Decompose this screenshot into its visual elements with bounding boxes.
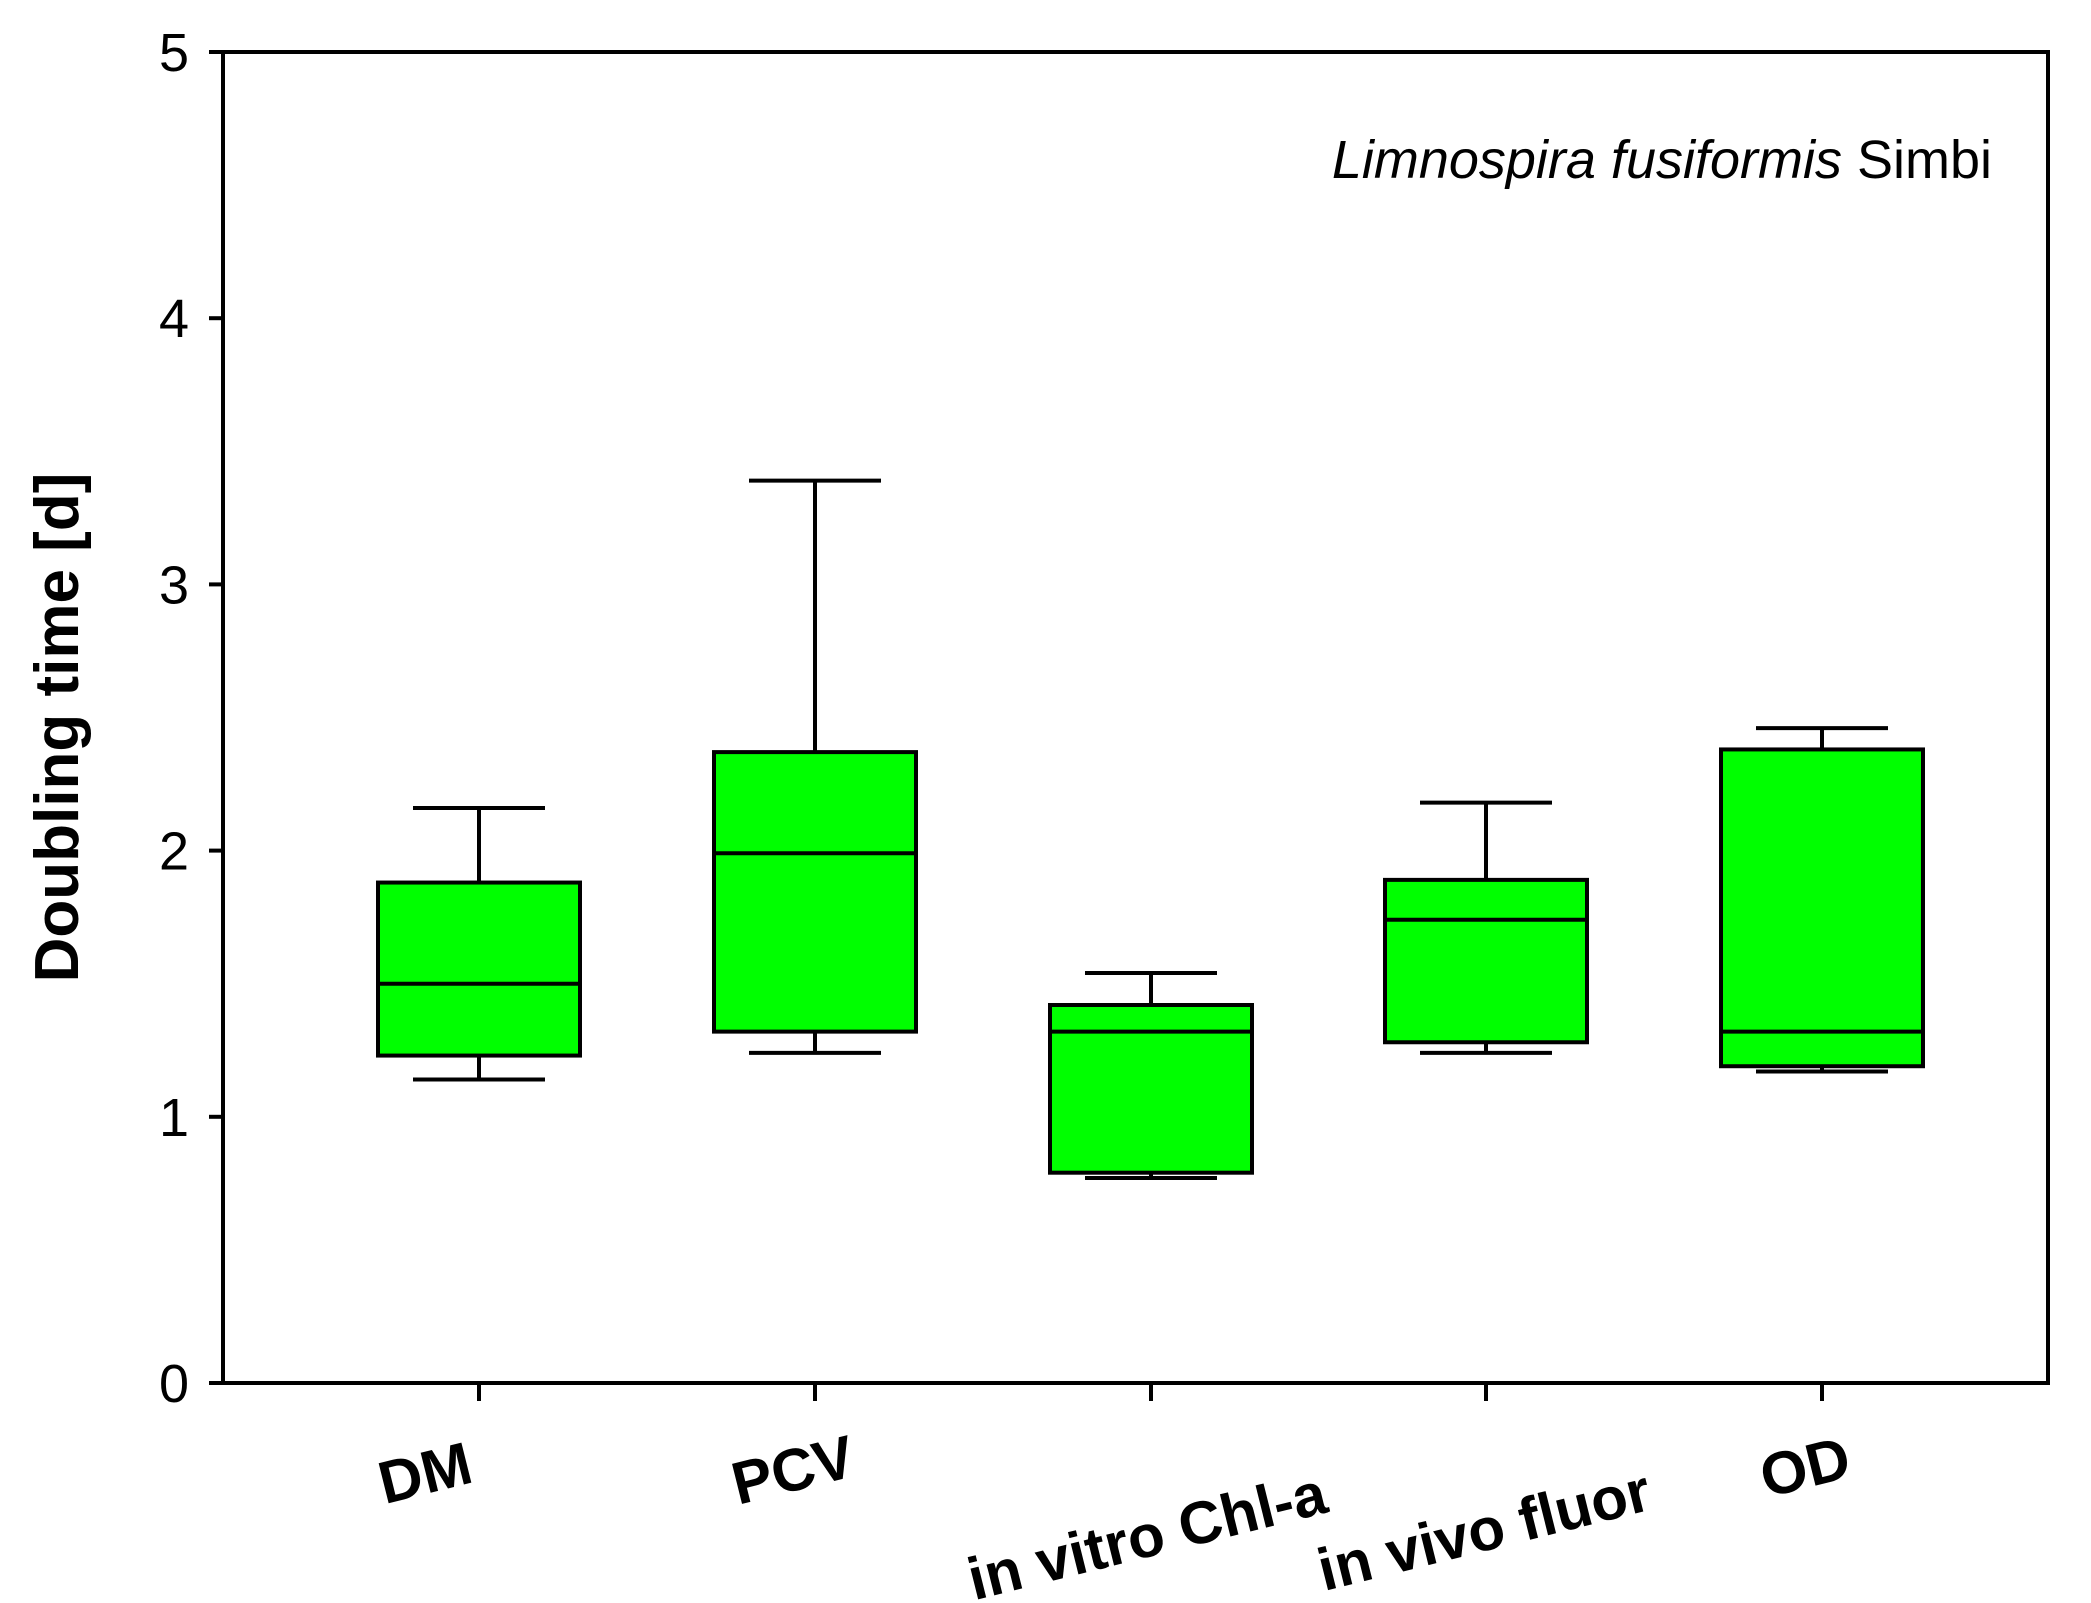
x-category-label: in vitro Chl-a (961, 1459, 1334, 1603)
x-category-label: OD (1753, 1424, 1857, 1511)
species-annotation-italic: Limnospira fusiformis (1332, 130, 1842, 190)
box-series (376, 478, 1925, 1181)
box-body (712, 750, 918, 1034)
y-axis: 0 1 2 3 4 5 (159, 23, 223, 1414)
x-axis: DM PCV in vitro Chl-ain vivo fluor OD (372, 1383, 1857, 1603)
plot-frame (221, 50, 2050, 1385)
x-category-label: PCV (725, 1423, 861, 1518)
y-tick-label: 0 (159, 1354, 189, 1414)
box-od (1719, 726, 1925, 1074)
y-axis-title: Doubling time [d] (23, 473, 92, 983)
y-tick-label: 5 (159, 23, 189, 83)
box-body (376, 880, 582, 1058)
species-annotation-normal: Simbi (1842, 130, 1992, 190)
box-dm (376, 806, 582, 1082)
species-annotation: Limnospira fusiformis Simbi (1332, 130, 1992, 190)
box-body (1719, 747, 1925, 1069)
box-in-vitro-chl-a (1048, 971, 1254, 1181)
y-tick-label: 3 (159, 555, 189, 615)
x-category-label: in vivo fluor (1311, 1456, 1657, 1603)
box-in-vivo-fluor (1383, 800, 1589, 1055)
x-category-label: DM (372, 1429, 479, 1517)
y-tick-label: 4 (159, 289, 189, 349)
box-body (1383, 877, 1589, 1045)
box-pcv (712, 478, 918, 1055)
y-tick-label: 1 (159, 1088, 189, 1148)
y-tick-label: 2 (159, 822, 189, 882)
